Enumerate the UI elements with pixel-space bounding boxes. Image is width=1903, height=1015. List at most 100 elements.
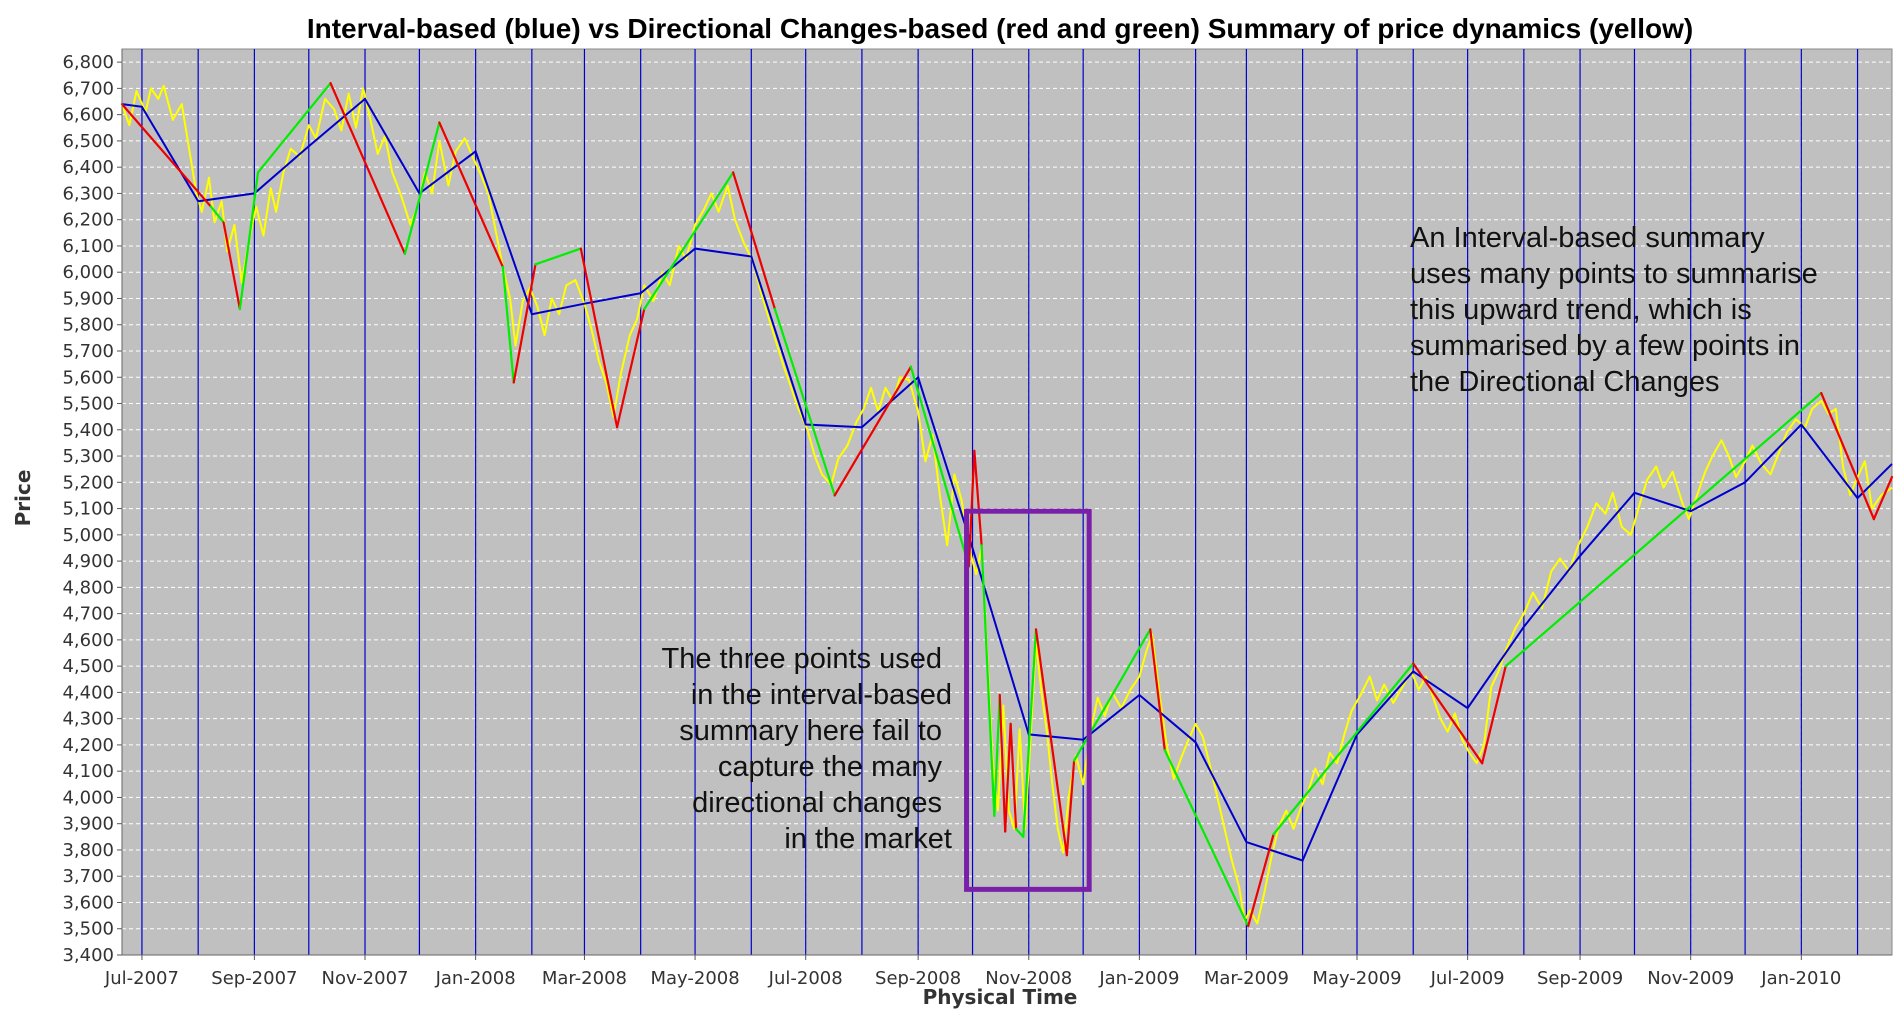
y-tick-label: 5,000: [62, 525, 114, 546]
dc-upturn-segment: [909, 365, 971, 568]
y-tick-label: 3,400: [62, 945, 114, 966]
x-tick-label: Nov-2008: [985, 968, 1072, 989]
y-tick-label: 4,700: [62, 604, 114, 625]
x-tick-label: Jan-2009: [1098, 968, 1179, 989]
x-tick-label: Mar-2008: [542, 968, 627, 989]
y-tick-label: 5,600: [62, 367, 114, 388]
x-axis-label: Physical Time: [923, 985, 1078, 1009]
dc-upturn-segment: [993, 693, 1001, 817]
three-points-note-line: directional changes: [692, 787, 942, 819]
plot-area: 3,400 3,500 3,600 3,700 3,800 3,900 4,000 4,100…: [62, 48, 1894, 989]
y-tick-label: 3,700: [62, 866, 114, 887]
y-tick-label: 6,500: [62, 131, 114, 152]
y-tick-label: 3,500: [62, 919, 114, 940]
x-tick-label: May-2008: [650, 968, 739, 989]
y-tick-label: 5,400: [62, 420, 114, 441]
dc-upturn-segment: [643, 171, 735, 311]
upward-trend-note-line: An Interval-based summary: [1410, 222, 1765, 254]
dc-upturn-segment: [980, 544, 996, 817]
x-tick-label: Jul-2007: [104, 968, 179, 989]
dc-upturn-segment: [773, 307, 836, 497]
highlight-box: [964, 508, 1092, 892]
dc-downturn-segment: [329, 82, 407, 255]
x-tick-label: Sep-2008: [875, 968, 961, 989]
y-tick-label: 6,700: [62, 78, 114, 99]
y-tick-label: 5,700: [62, 341, 114, 362]
dc-downturn-segment: [1481, 665, 1507, 765]
x-tick-label: Mar-2009: [1204, 968, 1289, 989]
three-points-note-line: The three points used: [661, 643, 942, 675]
chart-title: Interval-based (blue) vs Directional Cha…: [307, 13, 1693, 44]
dc-downturn-segment: [833, 365, 912, 497]
dc-upturn-segment: [209, 205, 225, 224]
three-points-note-line: in the market: [784, 823, 952, 855]
y-tick-label: 4,800: [62, 577, 114, 598]
dc-upturn-segment: [1504, 391, 1823, 668]
dc-downturn-segment: [1872, 475, 1894, 521]
y-tick-label: 4,000: [62, 787, 114, 808]
upward-trend-note-line: this upward trend, which is: [1410, 294, 1752, 326]
three-points-note-line: in the interval-based: [691, 679, 952, 711]
dc-downturn-segment: [1004, 722, 1012, 833]
x-tick-label: May-2009: [1312, 968, 1401, 989]
y-tick-label: 4,400: [62, 682, 114, 703]
dc-downturn-segment: [998, 693, 1007, 833]
dc-downturn-segment: [732, 171, 776, 311]
dc-downturn-segment: [1065, 759, 1076, 857]
dc-downturn-segment: [967, 449, 976, 568]
x-tick-label: Jan-2008: [435, 968, 516, 989]
y-tick-label: 3,600: [62, 892, 114, 913]
x-tick-label: Nov-2007: [322, 968, 409, 989]
three-points-note-line: summary here fail to: [679, 715, 942, 747]
y-tick-label: 5,200: [62, 472, 114, 493]
dc-upturn-segment: [1272, 662, 1415, 836]
y-tick-label: 5,800: [62, 315, 114, 336]
y-tick-label: 4,500: [62, 656, 114, 677]
x-tick-label: Sep-2007: [211, 968, 297, 989]
dc-upturn-segment: [534, 247, 582, 266]
dc-upturn-segment: [1014, 827, 1025, 838]
y-tick-label: 4,900: [62, 551, 114, 572]
upward-trend-note-line: summarised by a few points in: [1410, 330, 1800, 362]
dc-upturn-segment: [256, 82, 332, 174]
x-tick-label: Jul-2008: [768, 968, 843, 989]
dc-downturn-segment: [1009, 722, 1018, 831]
y-tick-label: 6,300: [62, 183, 114, 204]
y-axis-label: Price: [11, 470, 35, 527]
dc-downturn-segment: [120, 103, 212, 208]
y-tick-label: 5,300: [62, 446, 114, 467]
dc-downturn-segment: [1820, 391, 1875, 521]
y-tick-label: 4,600: [62, 630, 114, 651]
dc-upturn-segment: [403, 121, 441, 255]
x-tick-label: Jul-2009: [1430, 968, 1505, 989]
y-tick-label: 6,600: [62, 105, 114, 126]
y-tick-label: 3,800: [62, 840, 114, 861]
three-points-note-line: capture the many: [718, 751, 943, 783]
y-tick-label: 4,200: [62, 735, 114, 756]
dc-downturn-segment: [1149, 628, 1166, 752]
x-tick-label: Sep-2009: [1537, 968, 1623, 989]
y-tick-label: 6,100: [62, 236, 114, 257]
dc-upturn-segment: [1022, 628, 1038, 838]
y-tick-label: 6,200: [62, 210, 114, 231]
dc-downturn-segment: [438, 121, 504, 269]
upward-trend-note-line: the Directional Changes: [1410, 366, 1720, 398]
dc-downturn-segment: [579, 247, 619, 429]
dc-upturn-segment: [1163, 749, 1250, 928]
y-tick-label: 3,900: [62, 814, 114, 835]
x-tick-label: Nov-2009: [1647, 968, 1734, 989]
x-tick-label: Jan-2010: [1760, 968, 1841, 989]
dc-downturn-segment: [1412, 662, 1484, 765]
upward-trend-note-line: uses many points to summarise: [1410, 258, 1818, 290]
dc-downturn-segment: [222, 221, 241, 311]
y-tick-label: 5,100: [62, 499, 114, 520]
y-tick-label: 6,000: [62, 262, 114, 283]
y-tick-label: 6,400: [62, 157, 114, 178]
dc-downturn-segment: [512, 263, 537, 384]
dc-downturn-segment: [973, 449, 983, 547]
y-tick-label: 4,100: [62, 761, 114, 782]
dc-upturn-segment: [238, 171, 260, 311]
y-tick-label: 5,500: [62, 394, 114, 415]
dc-downturn-segment: [1247, 833, 1275, 928]
